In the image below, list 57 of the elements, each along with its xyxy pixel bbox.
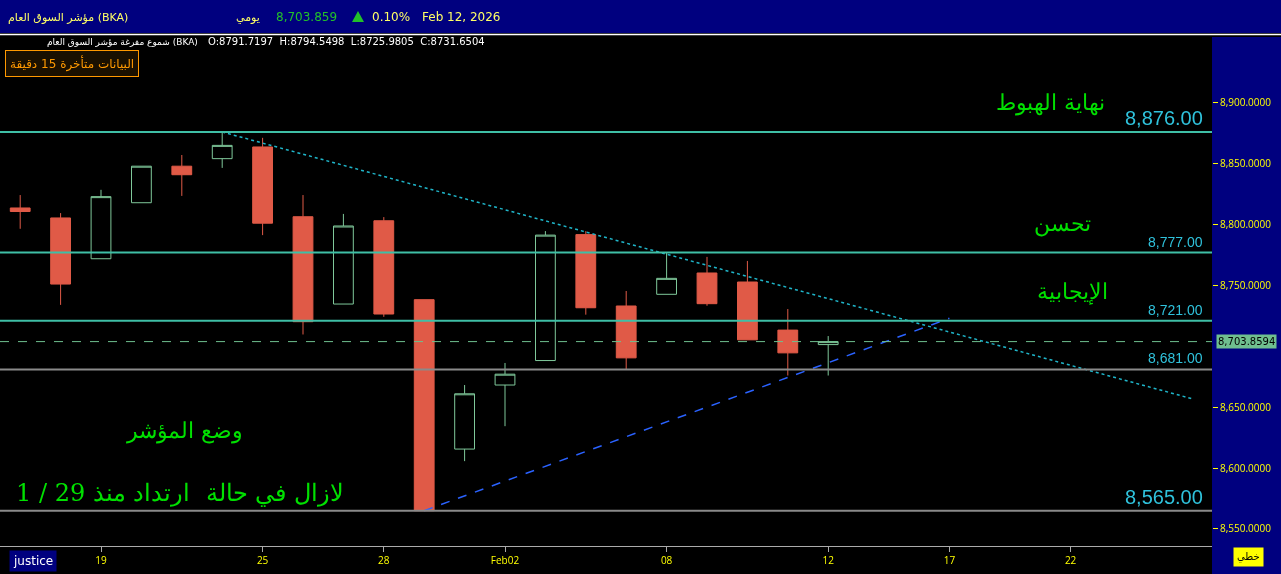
candlestick	[535, 230, 556, 362]
text: 0.10%	[372, 10, 411, 24]
x-tick-label: 17	[943, 553, 956, 567]
annotation: الإيجابية	[1037, 279, 1108, 305]
ref-line-label: 8,721.00	[1148, 302, 1203, 318]
ref-line-label: 8,876.00	[1125, 107, 1203, 129]
ref-line-label: 8,777.00	[1148, 234, 1203, 250]
ref-line-label: 8,565.00	[1125, 486, 1203, 508]
candlestick	[333, 213, 354, 305]
x-tick-label: 08	[660, 553, 673, 567]
x-tick-label: Feb02	[490, 553, 520, 567]
text: justice	[13, 554, 54, 568]
x-tick-label: 25	[256, 553, 269, 567]
candlestick	[494, 362, 516, 427]
x-tick-label: 19	[95, 553, 107, 567]
candlestick	[696, 256, 718, 307]
annotation: تحسن	[1034, 211, 1091, 237]
candlestick	[413, 299, 435, 512]
annotation: O:8791.7197 H:8794.5498 L:8725.9805 C:8731.6504	[208, 36, 485, 47]
annotation: وضع المؤشر	[126, 418, 243, 444]
text: Feb 12, 2026	[422, 10, 501, 24]
text: خطي	[1237, 551, 1260, 563]
candlestick	[656, 252, 677, 295]
y-tick-label: 8,900.0000	[1220, 95, 1272, 110]
x-tick-label: 28	[378, 553, 390, 567]
y-tick-label: 8,550.0000	[1220, 521, 1272, 536]
candlestick	[292, 194, 314, 335]
y-tick-label: 8,600.0000	[1220, 460, 1272, 475]
annotation: البيانات متأخرة 15 دقيقة	[10, 55, 135, 72]
candlestick	[575, 230, 597, 316]
x-tick-label: 22	[1064, 553, 1077, 567]
annotation: نهاية الهبوط	[996, 90, 1105, 116]
candlestick	[615, 290, 637, 370]
candlestick	[252, 137, 273, 236]
y-tick-label: 8,750.0000	[1220, 277, 1272, 292]
annotation: لازال في حالة ارتداد منذ 29 / 1	[16, 479, 344, 507]
y-tick-label: 8,800.0000	[1220, 217, 1272, 232]
candlestick	[777, 308, 799, 377]
x-tick-label: 12	[822, 553, 835, 567]
ref-line-label: 8,681.00	[1148, 350, 1203, 366]
text: 8,703.859	[276, 10, 338, 24]
candlestick	[211, 131, 233, 169]
candlestick	[817, 335, 839, 377]
y-tick-label: 8,850.0000	[1220, 156, 1272, 171]
candlestick	[454, 384, 475, 462]
y-tick-label: 8,650.0000	[1220, 399, 1272, 414]
text: يومي	[236, 11, 260, 24]
candlestick	[90, 189, 112, 260]
chart-title: مؤشر السوق العام (BKA)	[8, 10, 129, 24]
candlestick	[131, 165, 152, 204]
ref-line-label: 8,703.8594	[1218, 336, 1276, 347]
annotation: شموع مفرغة مؤشر السوق العام (BKA)	[47, 37, 198, 47]
candlestick	[50, 212, 71, 306]
candlestick	[171, 154, 193, 197]
candlestick	[737, 260, 758, 341]
candlestick	[373, 216, 395, 318]
candlestick	[9, 194, 31, 230]
